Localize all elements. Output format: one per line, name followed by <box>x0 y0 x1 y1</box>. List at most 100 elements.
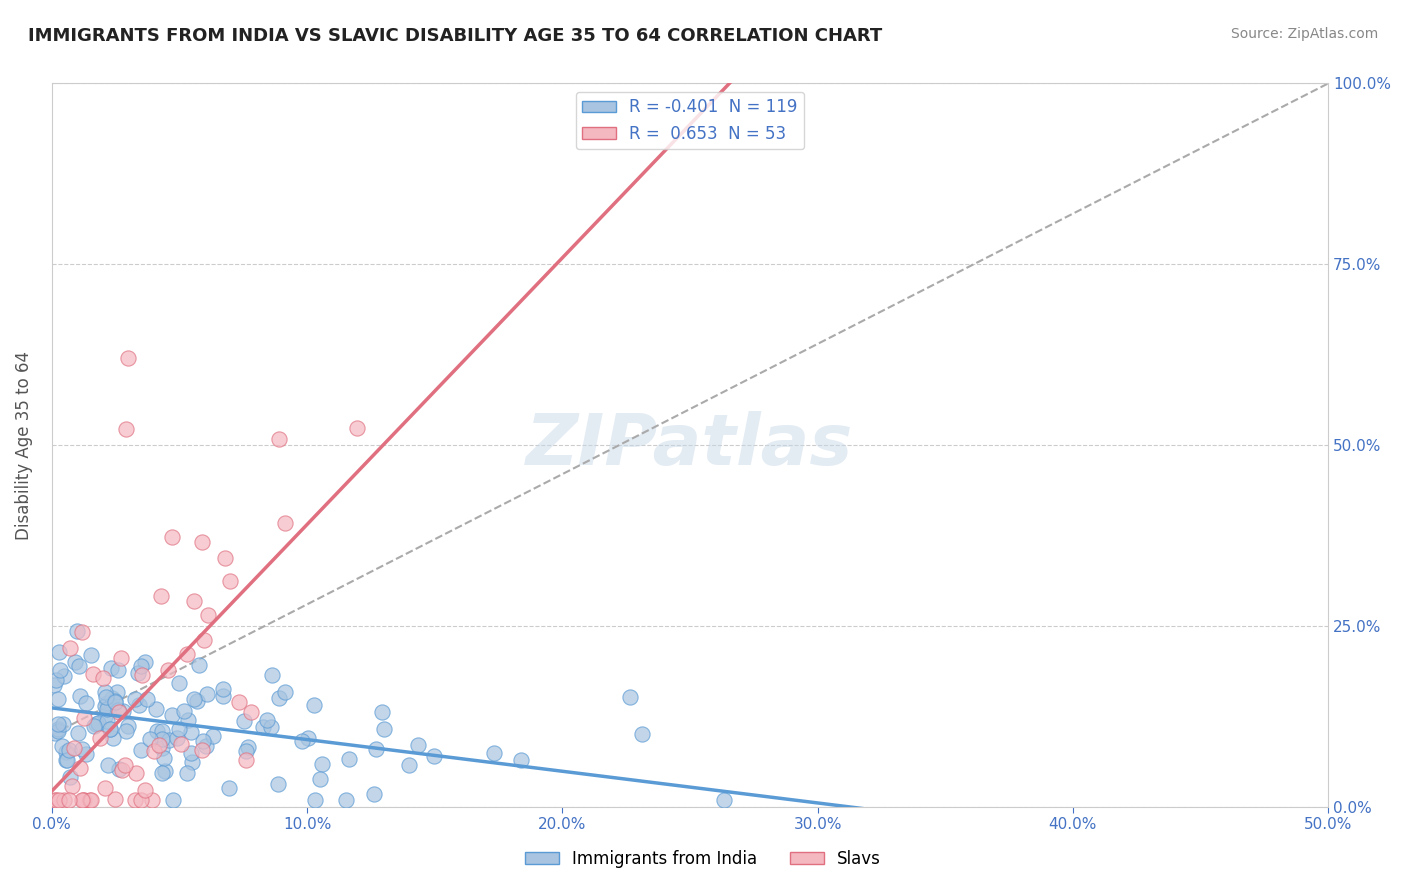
Point <box>46 691 69 706</box>
Point <box>150 724 173 739</box>
Point <box>267 777 290 791</box>
Point <box>156 663 179 677</box>
Point <box>96 701 118 715</box>
Point <box>157 732 180 747</box>
Point <box>177 713 200 727</box>
Point <box>91 671 114 685</box>
Legend: Immigrants from India, Slavs: Immigrants from India, Slavs <box>519 844 887 875</box>
Point <box>94 698 117 713</box>
Point <box>153 751 176 765</box>
Point <box>103 731 125 746</box>
Point <box>79 793 101 807</box>
Point <box>193 632 215 647</box>
Point <box>48 664 70 678</box>
Point <box>80 793 103 807</box>
Point <box>107 663 129 677</box>
Point <box>108 762 131 776</box>
Point <box>150 731 173 746</box>
Point <box>370 705 392 719</box>
Text: Source: ZipAtlas.com: Source: ZipAtlas.com <box>1230 27 1378 41</box>
Point <box>335 793 357 807</box>
Point <box>98 723 121 737</box>
Point <box>70 742 93 756</box>
Point <box>53 669 76 683</box>
Point <box>308 772 330 786</box>
Point <box>188 657 211 672</box>
Point <box>70 793 93 807</box>
Point <box>239 706 262 720</box>
Point <box>146 724 169 739</box>
Point <box>134 783 156 797</box>
Y-axis label: Disability Age 35 to 64: Disability Age 35 to 64 <box>15 351 32 540</box>
Point <box>173 704 195 718</box>
Text: IMMIGRANTS FROM INDIA VS SLAVIC DISABILITY AGE 35 TO 64 CORRELATION CHART: IMMIGRANTS FROM INDIA VS SLAVIC DISABILI… <box>28 27 883 45</box>
Point <box>713 793 735 807</box>
Point <box>180 746 202 760</box>
Point <box>67 659 90 673</box>
Point <box>117 351 139 366</box>
Point <box>180 724 202 739</box>
Point <box>191 733 214 747</box>
Point <box>111 764 134 778</box>
Point <box>60 779 83 793</box>
Point <box>256 713 278 727</box>
Point <box>59 770 82 784</box>
Point <box>273 516 295 531</box>
Point <box>201 729 224 743</box>
Point <box>142 744 165 758</box>
Point <box>59 640 82 655</box>
Point <box>70 625 93 640</box>
Point <box>96 696 118 710</box>
Point <box>219 574 242 589</box>
Point <box>110 651 132 665</box>
Point <box>167 676 190 690</box>
Point <box>80 648 103 662</box>
Point <box>112 705 135 719</box>
Point <box>75 747 97 761</box>
Point <box>117 719 139 733</box>
Point <box>75 696 97 710</box>
Point <box>304 793 326 807</box>
Point <box>186 694 208 708</box>
Point <box>406 739 429 753</box>
Point <box>160 707 183 722</box>
Point <box>260 720 283 734</box>
Point <box>129 793 152 807</box>
Point <box>131 668 153 682</box>
Point <box>148 738 170 752</box>
Point <box>162 793 184 807</box>
Point <box>93 709 115 723</box>
Point <box>267 432 290 446</box>
Point <box>166 731 188 746</box>
Point <box>72 793 94 807</box>
Point <box>129 743 152 757</box>
Point <box>55 745 77 759</box>
Point <box>73 711 96 725</box>
Point <box>398 757 420 772</box>
Point <box>153 764 176 778</box>
Point <box>191 743 214 757</box>
Point <box>218 780 240 795</box>
Point <box>44 678 66 692</box>
Point <box>482 746 505 760</box>
Point <box>48 723 70 738</box>
Point <box>69 761 91 775</box>
Point <box>115 724 138 739</box>
Point <box>339 752 361 766</box>
Point <box>631 727 654 741</box>
Point <box>114 758 136 772</box>
Point <box>619 690 641 704</box>
Point <box>302 698 325 713</box>
Point <box>62 741 84 756</box>
Point <box>136 692 159 706</box>
Point <box>87 716 110 731</box>
Point <box>129 659 152 673</box>
Point <box>65 655 87 669</box>
Point <box>44 793 66 807</box>
Point <box>53 793 76 807</box>
Point <box>124 793 146 807</box>
Point <box>160 530 183 544</box>
Point <box>45 673 67 687</box>
Point <box>104 792 127 806</box>
Point <box>169 722 191 736</box>
